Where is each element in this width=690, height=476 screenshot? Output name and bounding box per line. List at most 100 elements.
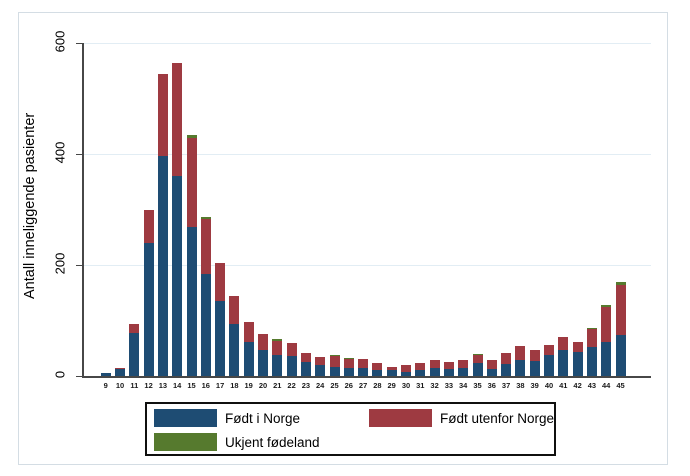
- x-tick-label-21: 21: [273, 381, 282, 390]
- bar-week-21-series-2: [272, 339, 283, 342]
- x-tick-label-30: 30: [401, 381, 411, 390]
- x-tick-label-33: 33: [444, 381, 454, 390]
- bar-week-45-series-0: [615, 334, 626, 376]
- bar-week-43-series-1: [586, 329, 597, 348]
- bar-week-28-series-0: [372, 369, 383, 376]
- legend-swatch-fodt-i-norge: [154, 409, 217, 427]
- bar-week-26-series-1: [343, 359, 354, 368]
- x-tick-label-27: 27: [358, 381, 368, 390]
- x-tick-label-40: 40: [544, 381, 554, 390]
- bar-week-33-series-0: [443, 369, 454, 376]
- y-tick-label-400: 400: [52, 141, 68, 164]
- bar-week-44-series-1: [601, 307, 612, 343]
- x-tick-label-12: 12: [144, 381, 153, 390]
- bar-week-23-series-1: [300, 353, 311, 362]
- bar-week-21-series-1: [272, 341, 283, 355]
- x-tick-label-28: 28: [373, 381, 382, 390]
- bar-week-11-series-0: [129, 333, 140, 376]
- bar-week-12-series-0: [143, 242, 154, 376]
- x-tick-label-34: 34: [459, 381, 468, 390]
- y-tick-mark-400: [76, 154, 82, 156]
- bar-week-40-series-0: [544, 355, 554, 376]
- bar-week-15-series-2: [186, 135, 197, 139]
- bar-week-16-series-2: [200, 216, 211, 220]
- bar-week-19-series-1: [243, 321, 254, 342]
- y-tick-label-0: 0: [52, 370, 68, 379]
- bar-week-9-series-0: [100, 373, 111, 376]
- legend: Født i Norge Født utenfor Norge Ukjent f…: [145, 402, 556, 456]
- bar-week-24-series-0: [315, 364, 326, 376]
- bar-week-37-series-1: [501, 352, 512, 365]
- y-tick-label-600: 600: [52, 30, 68, 53]
- x-tick-label-22: 22: [287, 381, 296, 390]
- bar-week-16-series-0: [200, 273, 211, 376]
- x-tick-label-14: 14: [173, 381, 182, 390]
- bar-week-21-series-0: [272, 354, 283, 376]
- bar-week-34-series-0: [458, 367, 469, 376]
- legend-swatch-fodt-utenfor-norge: [369, 409, 432, 427]
- gridline-y-200: [84, 265, 651, 267]
- legend-swatch-ukjent-fodeland: [154, 433, 217, 451]
- bar-week-38-series-0: [515, 360, 526, 376]
- bar-week-31-series-0: [415, 370, 426, 376]
- x-tick-label-38: 38: [516, 381, 525, 390]
- bar-week-13-series-1: [157, 73, 168, 156]
- bar-week-41-series-0: [558, 350, 569, 376]
- bar-week-29-series-0: [386, 370, 397, 376]
- bar-week-41-series-1: [558, 337, 569, 351]
- bar-week-43-series-0: [586, 347, 597, 376]
- x-tick-label-43: 43: [587, 381, 597, 390]
- x-tick-label-16: 16: [201, 381, 210, 390]
- x-tick-label-42: 42: [573, 381, 582, 390]
- x-axis-line: [82, 376, 651, 378]
- x-tick-label-25: 25: [330, 381, 339, 390]
- bar-week-32-series-1: [429, 360, 440, 369]
- y-tick-mark-600: [76, 43, 82, 45]
- bar-week-26-series-0: [343, 367, 354, 376]
- bar-week-20-series-0: [258, 350, 268, 376]
- bar-week-28-series-1: [372, 363, 383, 370]
- y-tick-mark-200: [76, 265, 82, 267]
- bar-week-29-series-1: [386, 366, 397, 371]
- bar-week-22-series-1: [286, 343, 297, 357]
- x-tick-label-17: 17: [215, 381, 225, 390]
- bar-week-11-series-1: [129, 323, 140, 334]
- x-tick-label-44: 44: [602, 381, 611, 390]
- bar-week-13-series-0: [157, 155, 168, 376]
- bar-week-34-series-1: [458, 360, 469, 368]
- bar-week-36-series-0: [486, 368, 497, 376]
- gridline-y-400: [84, 154, 651, 156]
- bar-week-35-series-0: [472, 363, 483, 376]
- bar-week-10-series-0: [115, 369, 125, 376]
- x-tick-label-15: 15: [187, 381, 196, 390]
- x-tick-label-18: 18: [230, 381, 239, 390]
- x-tick-label-20: 20: [258, 381, 268, 390]
- bar-week-14-series-0: [172, 176, 183, 376]
- bar-week-31-series-1: [415, 362, 426, 371]
- bar-week-42-series-1: [572, 341, 583, 353]
- gridline-y-600: [84, 43, 651, 45]
- y-tick-label-200: 200: [52, 252, 68, 275]
- x-tick-label-41: 41: [559, 381, 568, 390]
- bar-week-17-series-0: [215, 300, 226, 376]
- x-tick-label-9: 9: [103, 381, 108, 390]
- bar-week-25-series-0: [329, 366, 340, 376]
- bar-week-27-series-1: [358, 359, 369, 369]
- x-tick-label-39: 39: [530, 381, 539, 390]
- bar-week-27-series-0: [358, 368, 369, 376]
- bar-week-26-series-2: [343, 358, 354, 360]
- x-tick-label-19: 19: [244, 381, 253, 390]
- x-tick-label-13: 13: [158, 381, 168, 390]
- bar-week-39-series-0: [529, 361, 540, 376]
- bar-week-42-series-0: [572, 352, 583, 376]
- bar-week-40-series-1: [544, 344, 554, 356]
- x-tick-label-35: 35: [473, 381, 482, 390]
- bar-week-23-series-0: [300, 361, 311, 376]
- legend-label-ukjent-fodeland: Ukjent fødeland: [225, 435, 320, 450]
- x-tick-label-31: 31: [416, 381, 425, 390]
- x-tick-label-36: 36: [487, 381, 496, 390]
- x-tick-label-32: 32: [430, 381, 439, 390]
- bar-week-24-series-1: [315, 356, 326, 365]
- x-tick-label-10: 10: [115, 381, 125, 390]
